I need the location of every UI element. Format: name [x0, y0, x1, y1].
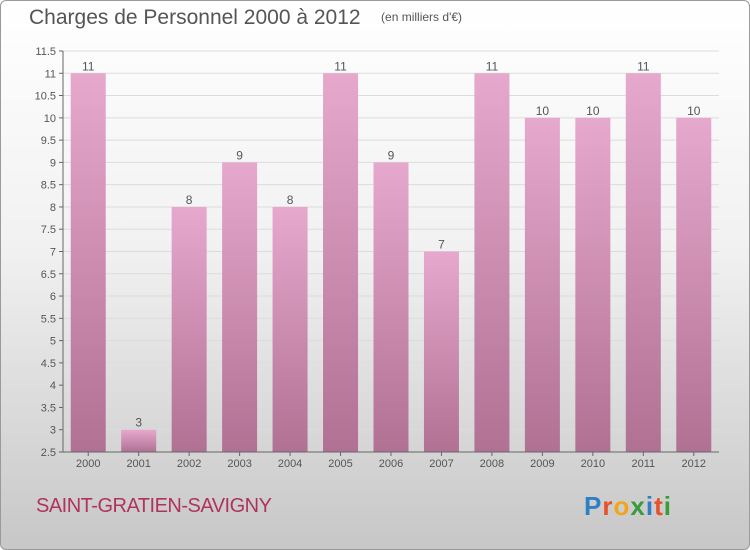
bar-value-label: 9 [388, 148, 395, 162]
bar-value-label: 3 [135, 416, 142, 430]
y-tick-label: 10.5 [35, 91, 56, 103]
y-tick-label: 8 [50, 202, 56, 214]
bar-value-label: 11 [82, 59, 95, 73]
logo-letter: i [663, 491, 672, 521]
y-tick-label: 6.5 [41, 269, 56, 281]
bar [625, 73, 661, 453]
y-tick-label: 10 [44, 113, 56, 125]
bar-value-label: 11 [637, 59, 650, 73]
x-tick-label: 2004 [278, 458, 302, 470]
axes: 2.533.544.555.566.577.588.599.51010.5111… [35, 46, 719, 470]
y-tick-label: 11.5 [35, 46, 56, 58]
bar [474, 73, 510, 453]
bar [423, 251, 459, 452]
bar [171, 206, 207, 452]
logo-letter: o [613, 491, 631, 521]
bars: 11 3 8 9 8 11 9 7 11 10 10 11 10 [70, 59, 712, 453]
x-tick-label: 2009 [530, 458, 554, 470]
bar-value-label: 10 [586, 104, 600, 118]
bar [524, 117, 560, 452]
bar [70, 73, 106, 453]
logo-letter: P [584, 491, 603, 521]
bar-value-label: 7 [438, 238, 445, 252]
chart-subtitle: (en milliers d'€) [381, 10, 463, 24]
proxiti-logo[interactable]: Proxiti [584, 491, 672, 522]
y-tick-label: 4 [50, 380, 56, 392]
y-tick-label: 3 [50, 425, 56, 437]
bar-value-label: 11 [486, 59, 499, 73]
bar-value-label: 8 [287, 193, 294, 207]
bar [676, 117, 712, 452]
y-tick-label: 5.5 [41, 313, 56, 325]
bar-value-label: 10 [536, 104, 550, 118]
x-tick-label: 2005 [328, 458, 352, 470]
commune-name: SAINT-GRATIEN-SAVIGNY [36, 495, 272, 517]
bar-value-label: 11 [334, 59, 347, 73]
x-tick-label: 2000 [76, 458, 100, 470]
y-tick-label: 2.5 [41, 447, 56, 459]
x-tick-label: 2010 [581, 458, 605, 470]
x-tick-label: 2001 [126, 458, 150, 470]
bar [272, 206, 308, 452]
logo-letter: t [654, 491, 664, 521]
x-tick-label: 2003 [227, 458, 251, 470]
y-tick-label: 8.5 [41, 180, 56, 192]
title-row: Charges de Personnel 2000 à 2012 (en mil… [29, 6, 462, 30]
bar-value-label: 10 [687, 104, 701, 118]
y-tick-label: 7 [50, 247, 56, 259]
y-tick-label: 6 [50, 291, 56, 303]
logo-letter: i [645, 491, 655, 521]
x-tick-label: 2006 [379, 458, 403, 470]
y-tick-label: 4.5 [41, 358, 56, 370]
y-tick-label: 5 [50, 336, 56, 348]
chart-title: Charges de Personnel 2000 à 2012 [29, 6, 361, 29]
bar-value-label: 9 [236, 148, 243, 162]
x-tick-label: 2011 [631, 458, 655, 470]
x-tick-label: 2008 [480, 458, 504, 470]
logo-letter: x [630, 491, 646, 521]
bar [323, 73, 359, 453]
bar-value-label: 8 [186, 193, 193, 207]
bar [575, 117, 611, 452]
y-tick-label: 7.5 [41, 224, 56, 236]
y-tick-label: 3.5 [41, 402, 56, 414]
y-tick-label: 11 [45, 68, 56, 80]
y-tick-label: 9.5 [41, 135, 56, 147]
bar [222, 162, 258, 452]
x-tick-label: 2012 [682, 458, 706, 470]
x-tick-label: 2007 [429, 458, 453, 470]
bar [373, 162, 409, 452]
x-tick-label: 2002 [177, 458, 201, 470]
bar [121, 429, 157, 452]
logo-letter: r [602, 491, 614, 521]
y-tick-label: 9 [50, 157, 56, 169]
